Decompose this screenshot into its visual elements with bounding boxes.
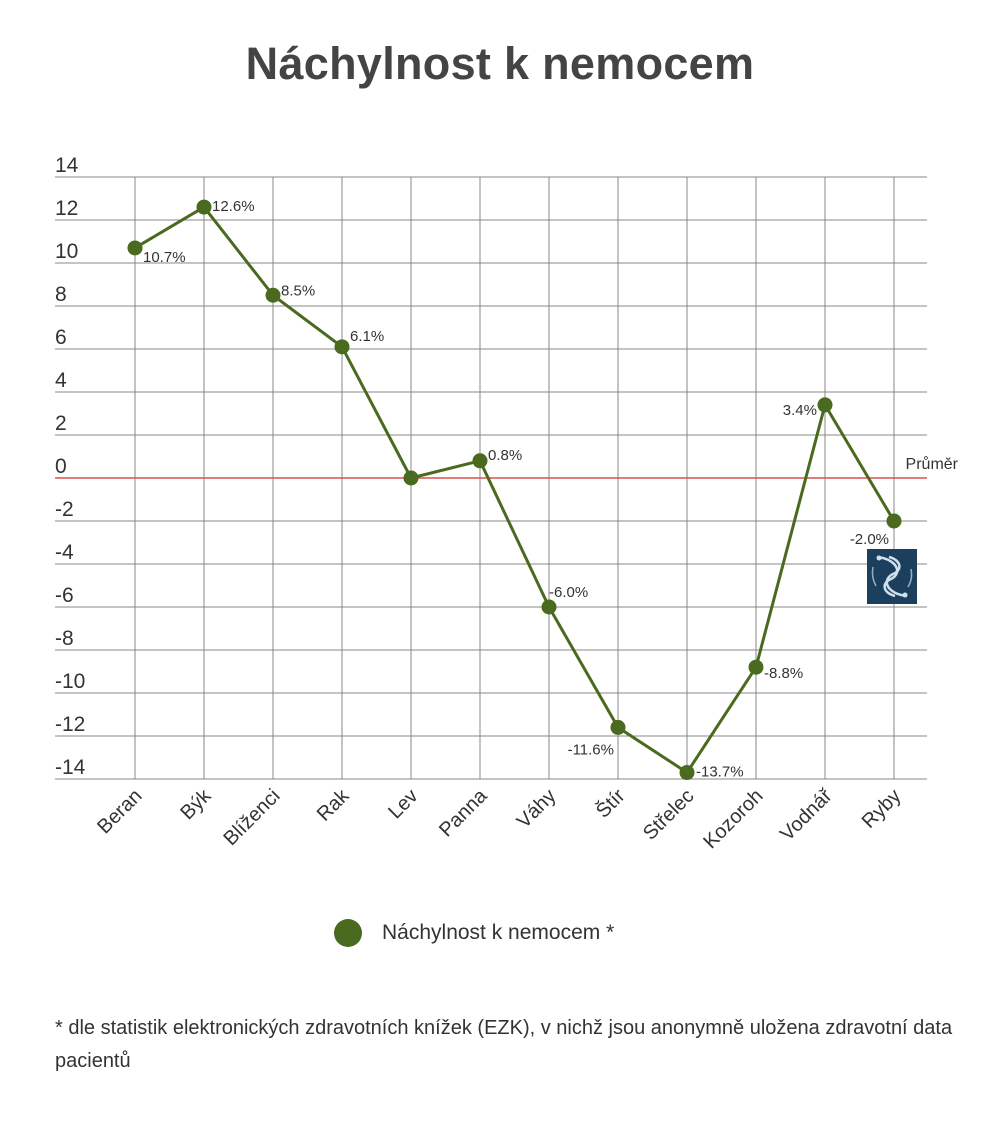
- y-tick-label: 6: [55, 326, 67, 349]
- x-tick-label: Panna: [435, 784, 492, 841]
- x-tick-label: Blíženci: [219, 785, 284, 850]
- data-label: -11.6%: [568, 741, 614, 758]
- data-point: [472, 453, 488, 469]
- y-tick-label: -8: [55, 627, 74, 650]
- data-label: 8.5%: [281, 282, 315, 299]
- data-label: -2.0%: [850, 531, 889, 548]
- legend-marker: [334, 919, 362, 947]
- data-labels: 10.7% 12.6% 8.5% 6.1% 0.8% -6.0% -11.6% -13.7% -…: [143, 198, 889, 780]
- pisces-zodiac-icon: [867, 549, 917, 604]
- data-point: [334, 339, 350, 355]
- data-point: [127, 240, 143, 256]
- reference-line: Průměr: [55, 455, 959, 479]
- chart-title: Náchylnost k nemocem: [245, 38, 755, 89]
- data-point: [610, 719, 626, 735]
- data-label: 3.4%: [783, 402, 817, 419]
- y-tick-label: -6: [55, 584, 74, 607]
- y-tick-labels: 14 12 10 8 6 4 2 0 -2 -4 -6 -8 -10 -12 -14: [55, 154, 86, 779]
- data-label: 6.1%: [350, 328, 384, 345]
- x-tick-labels: Beran Býk Blíženci Rak Lev Panna Váhy Štír Střel…: [93, 784, 905, 853]
- x-tick-label: Beran: [93, 785, 146, 838]
- data-label: -13.7%: [696, 764, 744, 781]
- x-tick-label: Kozoroh: [699, 785, 767, 853]
- y-tick-label: -2: [55, 498, 74, 521]
- y-tick-label: 0: [55, 455, 67, 478]
- y-tick-label: 10: [55, 240, 78, 263]
- data-point: [541, 599, 557, 615]
- y-tick-label: 14: [55, 154, 79, 177]
- data-label: -8.8%: [764, 665, 803, 682]
- data-label: 0.8%: [488, 447, 522, 464]
- data-point: [679, 765, 695, 781]
- y-tick-label: 8: [55, 283, 67, 306]
- y-tick-label: -10: [55, 670, 85, 693]
- x-tick-label: Ryby: [858, 785, 906, 833]
- legend-label: Náchylnost k nemocem *: [382, 921, 615, 944]
- x-tick-label: Býk: [176, 784, 216, 824]
- y-tick-label: -4: [55, 541, 74, 564]
- y-tick-label: -14: [55, 756, 86, 779]
- data-point: [403, 470, 419, 486]
- x-tick-label: Štír: [591, 784, 630, 823]
- x-tick-label: Rak: [313, 784, 354, 825]
- x-tick-label: Váhy: [513, 785, 561, 833]
- footnote: * dle statistik elektronických zdravotní…: [55, 1017, 953, 1072]
- legend: Náchylnost k nemocem *: [334, 916, 614, 950]
- line-chart: 14 12 10 8 6 4 2 0 -2 -4 -6 -8 -10 -12 -14 Beran Býk Blí…: [55, 154, 959, 853]
- y-tick-label: 12: [55, 197, 78, 220]
- data-label: 10.7%: [143, 249, 186, 266]
- data-point: [748, 659, 764, 675]
- x-tick-label: Vodnář: [776, 784, 837, 845]
- data-point: [196, 199, 212, 215]
- y-tick-label: 2: [55, 412, 67, 435]
- y-tick-label: -12: [55, 713, 85, 736]
- data-label: -6.0%: [549, 584, 588, 601]
- y-tick-label: 4: [55, 369, 67, 392]
- data-point: [265, 287, 281, 303]
- data-point: [886, 513, 902, 529]
- x-tick-label: Střelec: [639, 785, 699, 845]
- series-line: [134, 205, 896, 775]
- data-point: [817, 397, 833, 413]
- reference-line-label: Průměr: [906, 455, 959, 473]
- data-label: 12.6%: [212, 198, 255, 215]
- data-points: [127, 199, 902, 781]
- x-tick-label: Lev: [384, 785, 422, 823]
- series-polyline: [134, 205, 896, 775]
